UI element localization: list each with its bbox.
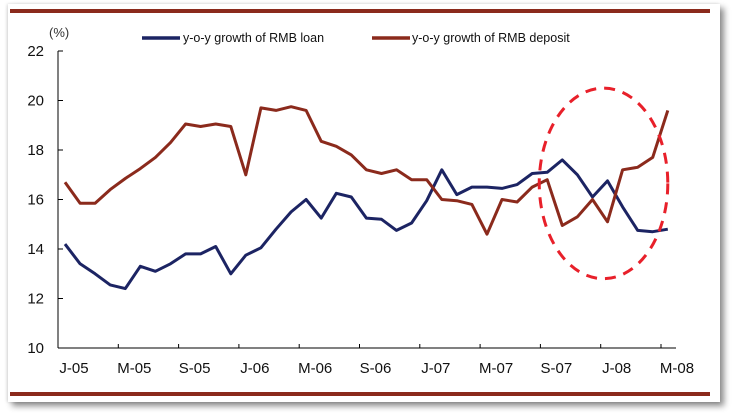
legend-label-loan: y-o-y growth of RMB loan: [183, 31, 324, 45]
x-tick-label: S-06: [360, 360, 392, 377]
x-tick-label: J-06: [240, 360, 269, 377]
x-tick-label: S-07: [541, 360, 573, 377]
x-tick-label: J-05: [59, 360, 88, 377]
series-line-loan: [63, 158, 669, 291]
y-tick-label: 20: [27, 93, 44, 110]
bottom-rule: [10, 392, 710, 396]
y-tick-label: 22: [27, 43, 44, 60]
x-tick-label: M-07: [479, 360, 513, 377]
axes: 10 12 14 16 18 20 22 J-05 M-05 S-05 J-06 M-06 S-06 J-…: [27, 43, 694, 377]
x-tick-label: M-06: [298, 360, 332, 377]
legend-label-deposit: y-o-y growth of RMB deposit: [412, 31, 570, 45]
x-tick-label: J-08: [602, 360, 631, 377]
annotation-group: [537, 86, 670, 281]
chart-frame: [8, 4, 720, 402]
legend: y-o-y growth of RMB loan y-o-y growth of…: [142, 31, 570, 45]
x-tick-label: J-07: [421, 360, 450, 377]
y-tick-label: 10: [27, 340, 44, 357]
series-group: [63, 105, 670, 291]
y-axis-unit-label: (%): [49, 25, 69, 40]
series-line-deposit: [63, 105, 670, 236]
highlight-ellipse: [537, 86, 670, 281]
x-tick-label: S-05: [179, 360, 211, 377]
y-tick-label: 18: [27, 142, 44, 159]
y-tick-label: 16: [27, 192, 44, 209]
top-rule: [10, 9, 710, 13]
x-tick-label: M-08: [660, 360, 694, 377]
y-tick-label: 14: [27, 241, 44, 258]
y-tick-label: 12: [27, 291, 44, 308]
x-tick-label: M-05: [117, 360, 151, 377]
